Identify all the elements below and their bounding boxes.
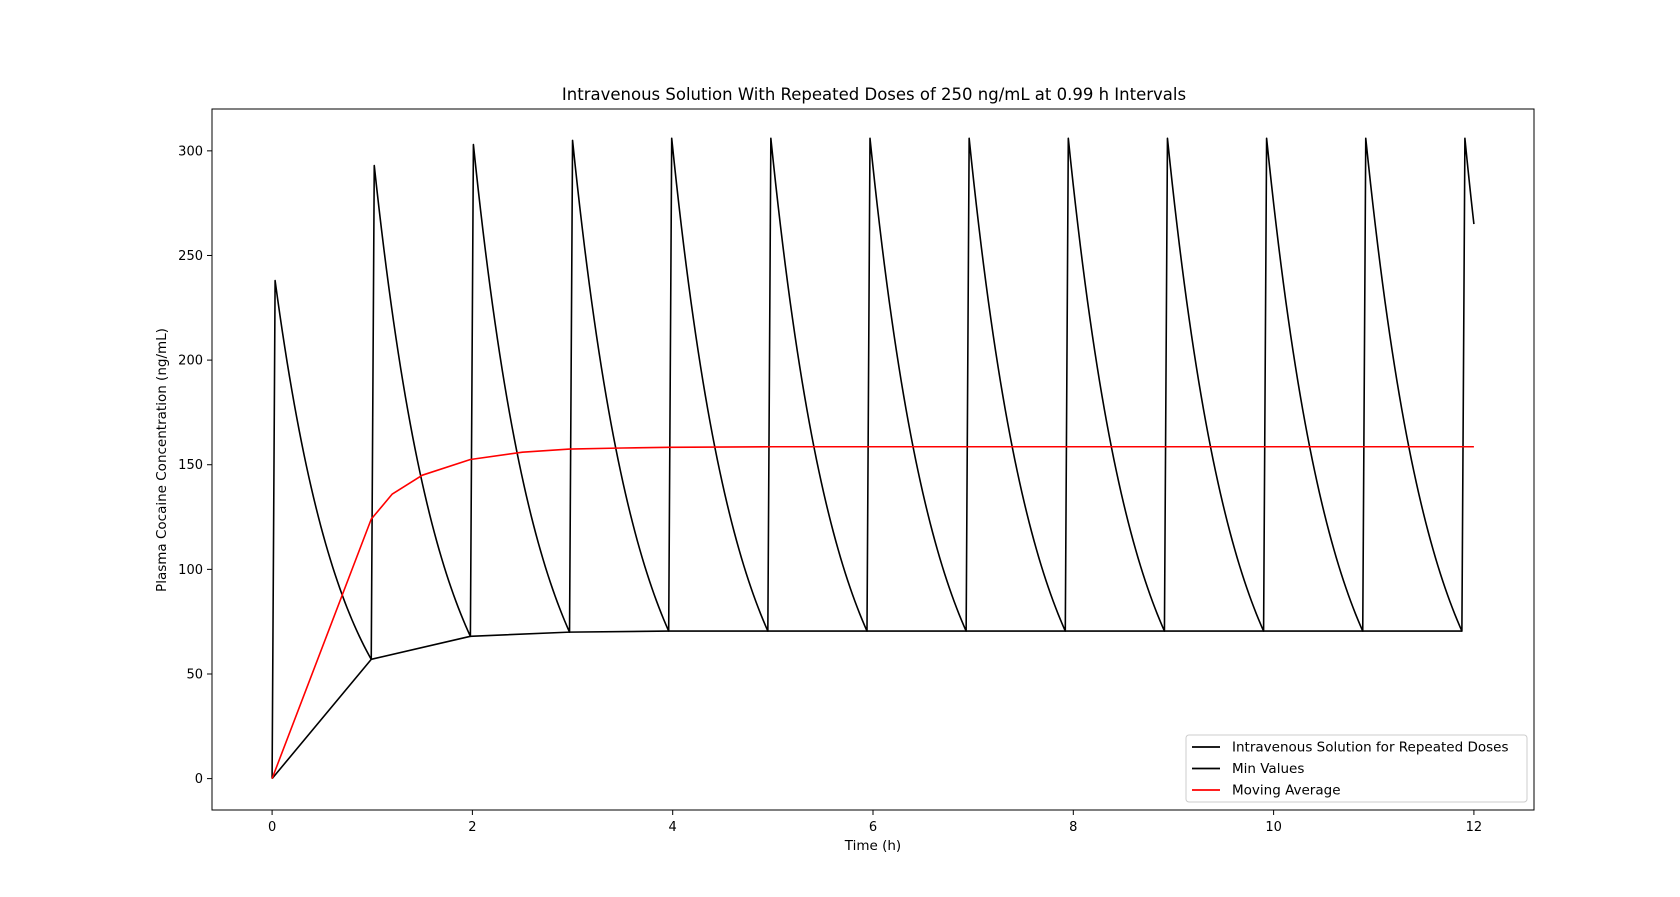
x-tick-label: 2 [468,820,476,835]
series-layer [271,137,1475,780]
y-tick-label: 50 [186,667,203,682]
x-tick-label: 10 [1265,820,1282,835]
legend-box [1185,734,1528,803]
x-axis: 0 2 4 6 8 10 12 [268,810,1482,835]
series-repeated-doses-line [271,137,1475,779]
x-axis-label: Time (h) [844,838,901,854]
x-tick-label: 4 [669,820,677,835]
y-tick-label: 0 [195,772,203,787]
y-axis-label: Plasma Cocaine Concentration (ng/mL) [154,328,170,592]
legend-label: Intravenous Solution for Repeated Doses [1232,740,1509,756]
y-axis: 0 50 100 150 200 250 300 [178,144,212,787]
legend-label: Min Values [1232,761,1304,777]
y-tick-label: 300 [178,144,203,159]
x-tick-label: 6 [869,820,877,835]
plot-frame [211,108,1535,811]
legend-label: Moving Average [1232,783,1341,799]
chart-title: Intravenous Solution With Repeated Doses… [562,85,1186,104]
series-moving-average-line [271,445,1474,779]
legend: Intravenous Solution for Repeated Doses M… [1185,734,1528,803]
x-tick-label: 12 [1466,820,1483,835]
y-tick-label: 250 [178,249,203,264]
series-min-values-line [271,630,1462,780]
y-tick-label: 100 [178,563,203,578]
y-tick-label: 150 [178,458,203,473]
x-tick-label: 8 [1069,820,1077,835]
y-tick-label: 200 [178,354,203,369]
x-tick-label: 0 [268,820,276,835]
